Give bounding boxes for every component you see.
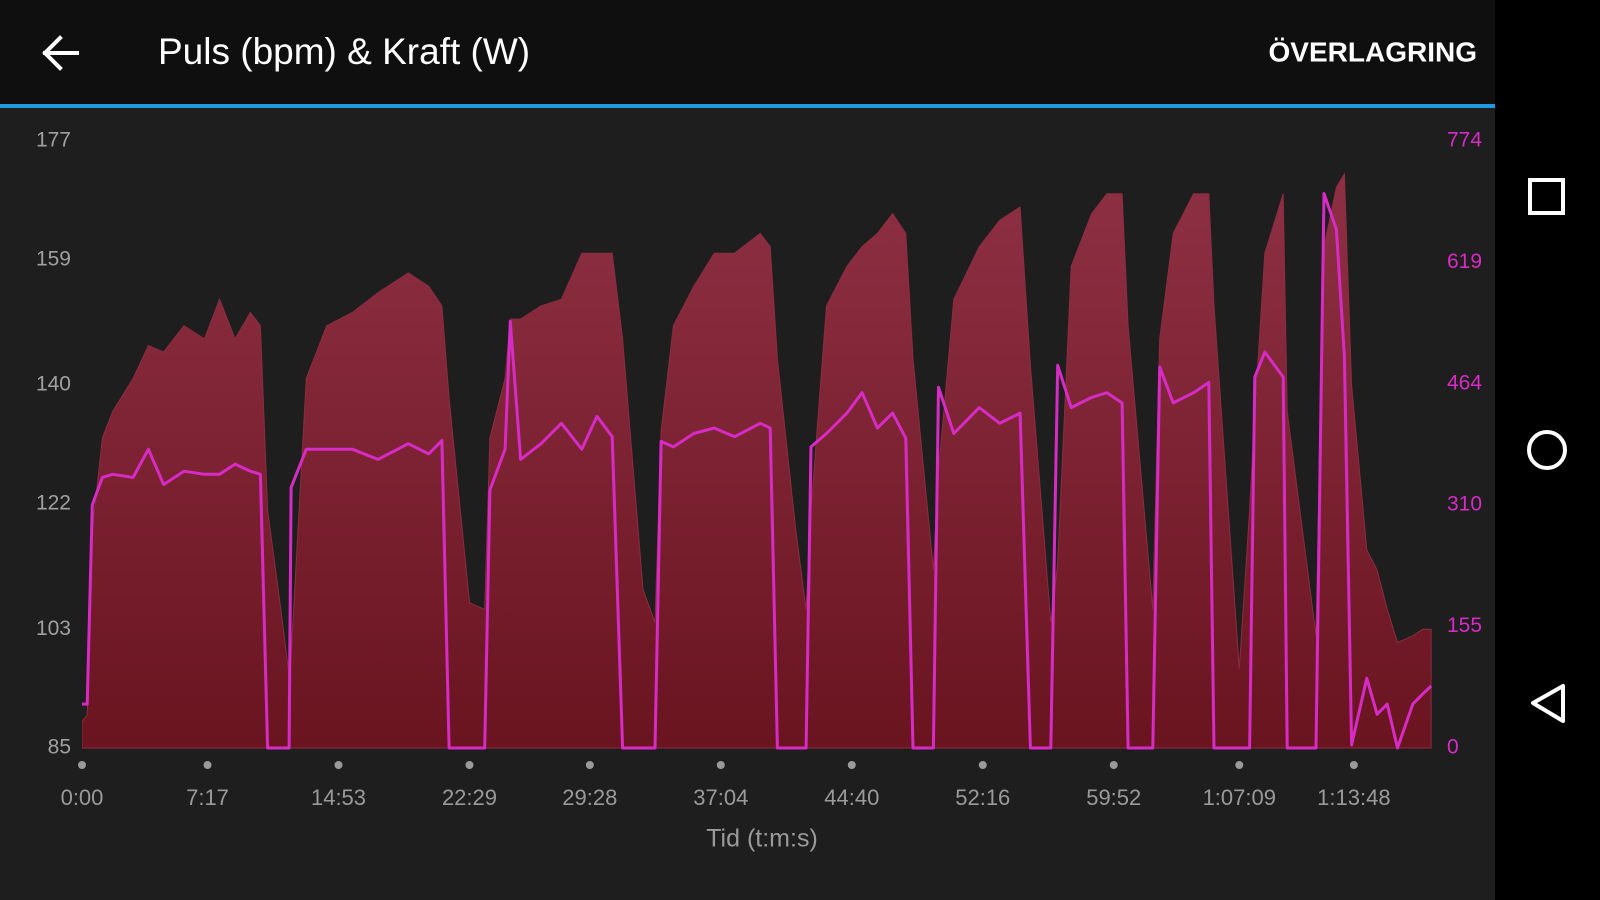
x-tick-dot (978, 761, 987, 769)
x-tick-label: 44:40 (824, 785, 879, 810)
y-tick-label: 177 (36, 129, 71, 152)
back-button[interactable] (42, 35, 79, 71)
recents-button[interactable] (1528, 178, 1565, 215)
overlay-button[interactable]: ÖVERLAGRING (1269, 36, 1477, 67)
y2-tick-label: 155 (1447, 614, 1482, 637)
x-axis-title: Tid (t:m:s) (706, 825, 818, 853)
app-bar-accent (0, 104, 1495, 108)
x-tick-dot (847, 761, 856, 769)
x-tick-label: 29:28 (562, 785, 617, 810)
x-tick-dot (716, 761, 725, 769)
x-tick-label: 0:00 (61, 785, 104, 810)
y-tick-label: 122 (36, 491, 71, 514)
x-tick-dot (1109, 761, 1118, 769)
x-tick-label: 1:13:48 (1317, 785, 1390, 810)
x-tick-label: 14:53 (311, 785, 366, 810)
app-bar (0, 0, 1495, 104)
screen-title: Puls (bpm) & Kraft (W) (158, 31, 530, 72)
y2-tick-label: 310 (1447, 492, 1482, 515)
back-nav-button[interactable] (1531, 684, 1565, 723)
y2-tick-label: 619 (1447, 250, 1482, 273)
x-tick-label: 37:04 (693, 785, 748, 810)
x-tick-dot (78, 761, 86, 769)
x-tick-dot (1349, 761, 1358, 769)
x-tick-label: 1:07:09 (1203, 785, 1276, 810)
home-button[interactable] (1527, 430, 1567, 470)
x-tick-dot (1235, 761, 1244, 769)
x-tick-dot (465, 761, 474, 769)
nav-bar (1495, 0, 1600, 900)
x-tick-dot (585, 761, 594, 769)
y2-tick-label: 0 (1447, 736, 1459, 759)
x-tick-label: 7:17 (186, 785, 229, 810)
y2-tick-label: 774 (1447, 129, 1482, 152)
plot (82, 172, 1432, 750)
y-tick-label: 85 (48, 736, 71, 759)
power-line (82, 192, 1432, 750)
x-tick-label: 59:52 (1086, 785, 1141, 810)
y2-tick-label: 464 (1447, 372, 1482, 395)
x-tick-label: 52:16 (955, 785, 1010, 810)
x-tick-dot (334, 761, 343, 769)
y-tick-label: 140 (36, 373, 71, 396)
x-tick-label: 22:29 (442, 785, 497, 810)
y-tick-label: 103 (36, 617, 71, 640)
x-tick-dot (203, 761, 212, 769)
y-tick-label: 159 (36, 247, 71, 270)
